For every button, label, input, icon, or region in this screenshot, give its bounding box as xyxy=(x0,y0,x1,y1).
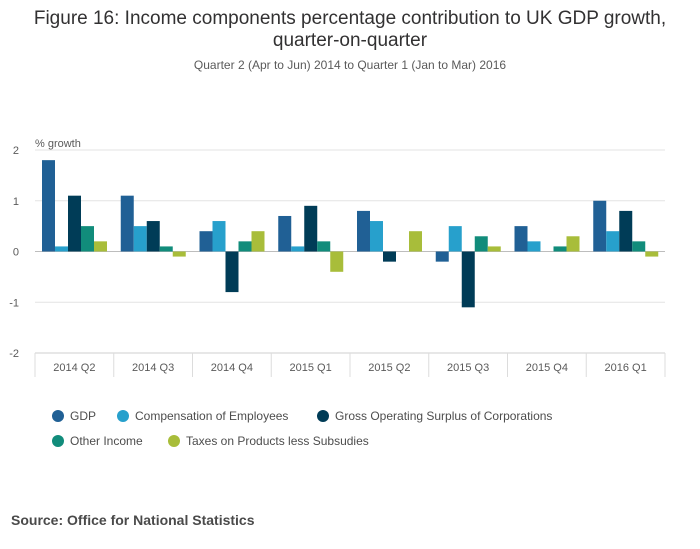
chart-title-line2: quarter-on-quarter xyxy=(273,30,428,51)
bar xyxy=(94,241,107,252)
bar xyxy=(448,226,462,252)
x-tick-label: 2014 Q3 xyxy=(132,362,174,374)
bar xyxy=(606,231,620,252)
legend-label: Other Income xyxy=(70,434,143,448)
legend: GDP Compensation of Employees Gross Operat… xyxy=(52,409,552,448)
bar xyxy=(593,200,607,252)
bar xyxy=(330,251,344,272)
bar xyxy=(212,221,226,252)
y-tick-label: 0 xyxy=(13,247,19,259)
bar xyxy=(133,226,147,252)
bar xyxy=(120,195,134,252)
bar xyxy=(81,226,94,252)
bar xyxy=(474,236,488,252)
bar xyxy=(199,231,213,252)
bar xyxy=(68,195,81,252)
x-axis: 2014 Q2 2014 Q3 2014 Q4 2015 Q1 2015 Q2 2015 … xyxy=(34,352,666,377)
x-tick-label: 2015 Q2 xyxy=(368,362,410,374)
y-tick-label: -2 xyxy=(9,348,19,360)
bar xyxy=(251,231,265,252)
y-tick-label: 1 xyxy=(13,196,19,208)
bar xyxy=(553,246,567,252)
bar xyxy=(409,231,422,252)
bar xyxy=(146,221,160,252)
bar xyxy=(304,205,318,252)
y-tick-label: 2 xyxy=(13,145,19,157)
bar xyxy=(225,251,239,293)
bar xyxy=(291,246,305,252)
bar xyxy=(527,241,541,252)
bars xyxy=(42,160,659,308)
bar xyxy=(383,251,396,262)
source-note: Source: Office for National Statistics xyxy=(11,512,255,528)
legend-label: Gross Operating Surplus of Corporations xyxy=(335,409,552,423)
legend-label: Compensation of Employees xyxy=(135,409,288,423)
x-tick-label: 2014 Q4 xyxy=(211,362,253,374)
bar xyxy=(514,226,528,252)
bar xyxy=(370,221,383,252)
x-tick-label: 2015 Q4 xyxy=(526,362,568,374)
bar xyxy=(278,215,292,252)
bar xyxy=(487,246,501,252)
legend-marker xyxy=(52,435,64,447)
bar xyxy=(317,241,331,252)
legend-marker xyxy=(317,410,329,422)
bar xyxy=(566,236,580,252)
legend-label: Taxes on Products less Subsudies xyxy=(186,434,369,448)
bar xyxy=(238,241,252,252)
bar xyxy=(172,251,186,257)
bar xyxy=(632,241,646,252)
chart-title-line1: Figure 16: Income components percentage … xyxy=(34,8,666,29)
bar xyxy=(159,246,173,252)
legend-marker xyxy=(168,435,180,447)
y-tick-label: -1 xyxy=(9,297,19,309)
x-tick-label: 2014 Q2 xyxy=(53,362,95,374)
x-tick-label: 2015 Q1 xyxy=(290,362,332,374)
x-tick-label: 2016 Q1 xyxy=(605,362,647,374)
bar xyxy=(435,251,449,262)
y-axis-label: % growth xyxy=(35,138,81,150)
x-tick-label: 2015 Q3 xyxy=(447,362,489,374)
legend-marker xyxy=(117,410,129,422)
chart-subtitle: Quarter 2 (Apr to Jun) 2014 to Quarter 1… xyxy=(194,58,506,72)
legend-marker xyxy=(52,410,64,422)
bar xyxy=(42,160,55,252)
legend-label: GDP xyxy=(70,409,96,423)
bar xyxy=(461,251,475,308)
bar xyxy=(357,210,370,252)
bar xyxy=(619,210,633,252)
bar xyxy=(55,246,68,252)
bar xyxy=(645,251,659,257)
